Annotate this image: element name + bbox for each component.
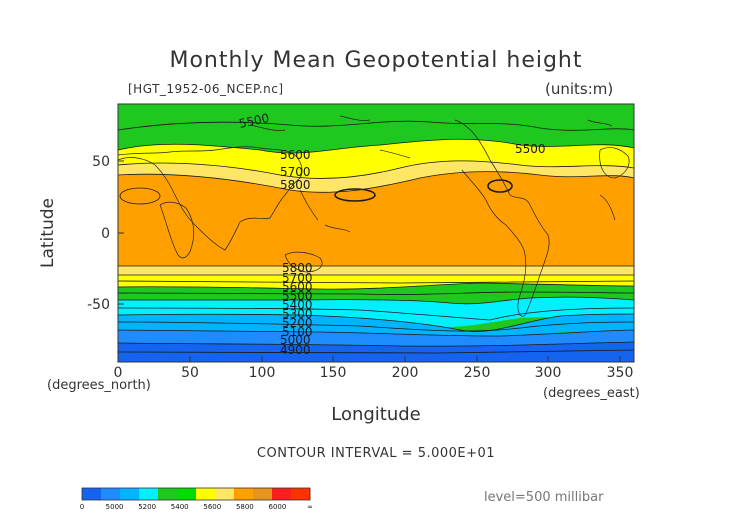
colorbar: 0 5000 5200 5400 5600 5800 6000 ∞ xyxy=(80,487,313,511)
colorbar-frame xyxy=(81,487,311,501)
contour-interval-label: CONTOUR INTERVAL = 5.000E+01 xyxy=(256,446,496,461)
band-mid-blue xyxy=(118,330,634,346)
colorbar-cell xyxy=(291,488,311,500)
y-tick-label: -50 xyxy=(87,297,110,313)
band-deep-blue xyxy=(118,342,634,362)
colorbar-label: 5200 xyxy=(138,503,156,511)
contour-label: 5700 xyxy=(282,271,313,285)
x-axis-label: Longitude xyxy=(331,404,421,425)
contour-label: 5600 xyxy=(282,280,313,294)
x-axis-unit-label: (degrees_east) xyxy=(543,386,640,401)
x-tick-label: 350 xyxy=(607,365,634,381)
file-label: [HGT_1952-06_NCEP.nc] xyxy=(128,82,284,96)
y-tick-label: 50 xyxy=(92,154,110,170)
contour-label: 5500 xyxy=(282,289,313,303)
plot-area: 5500 5600 5700 5800 5500 5800 5700 5600 … xyxy=(117,103,635,363)
colorbar-label: 5400 xyxy=(171,503,189,511)
coastlines xyxy=(118,115,630,317)
band-green-south xyxy=(118,283,634,304)
colorbar-cell xyxy=(253,488,273,500)
page-title: Monthly Mean Geopotential height xyxy=(169,48,583,73)
contour-label: 4900 xyxy=(280,343,311,357)
colorbar-cell xyxy=(158,488,178,500)
colorbar-label: ∞ xyxy=(307,503,313,511)
colorbar-cell xyxy=(120,488,140,500)
x-tick-label: 150 xyxy=(320,365,347,381)
colorbar-cell xyxy=(272,488,292,500)
contour-label: 5700 xyxy=(280,165,311,179)
colorbar-cell xyxy=(215,488,235,500)
colorbar-label: 6000 xyxy=(269,503,287,511)
colorbar-cell xyxy=(177,488,197,500)
contour-label: 5300 xyxy=(282,307,313,321)
colorbar-cells xyxy=(82,488,311,500)
band-cyan xyxy=(118,297,634,328)
contour-label: 5200 xyxy=(282,316,313,330)
colorbar-label: 5600 xyxy=(203,503,221,511)
y-axis-ticks xyxy=(118,160,124,305)
colorbar-label: 5800 xyxy=(236,503,254,511)
contour-lines xyxy=(118,120,634,354)
y-axis-tick-labels: 50 0 -50 xyxy=(87,154,110,313)
y-tick-label: 0 xyxy=(101,226,110,242)
x-tick-label: 300 xyxy=(535,365,562,381)
x-axis-tick-labels: 0 50 100 150 200 250 300 350 xyxy=(114,365,634,381)
contour-label: 5000 xyxy=(280,333,311,347)
band-orange-tropics xyxy=(118,171,634,268)
colorbar-labels: 0 5000 5200 5400 5600 5800 6000 ∞ xyxy=(80,503,313,511)
colorbar-cell xyxy=(139,488,159,500)
units-label: (units:m) xyxy=(545,80,614,98)
x-tick-label: 50 xyxy=(181,365,199,381)
colorbar-label: 5000 xyxy=(106,503,124,511)
band-lightblue xyxy=(118,314,634,339)
contour-label: 5800 xyxy=(282,261,313,275)
colorbar-label: 0 xyxy=(80,503,84,511)
x-tick-label: 100 xyxy=(249,365,276,381)
x-axis-ticks xyxy=(117,356,621,362)
colorbar-cell xyxy=(234,488,254,500)
colorbar-cell xyxy=(82,488,102,500)
contour-label: 5800 xyxy=(280,178,311,192)
contour-label: 5500 xyxy=(515,142,546,156)
y-axis-unit-label: (degrees_north) xyxy=(47,378,151,393)
y-axis-label: Latitude xyxy=(38,198,58,268)
x-tick-label: 250 xyxy=(464,365,491,381)
contour-label: 5500 xyxy=(238,111,271,131)
contour-label: 5100 xyxy=(282,325,313,339)
contour-label: 5600 xyxy=(280,148,311,162)
x-tick-label: 200 xyxy=(392,365,419,381)
level-label: level=500 millibar xyxy=(484,490,604,505)
contour-label-group: 5500 5600 5700 5800 5500 5800 5700 5600 … xyxy=(238,111,546,357)
colorbar-cell xyxy=(101,488,121,500)
x-tick-label: 0 xyxy=(114,365,123,381)
colorbar-cell xyxy=(196,488,216,500)
band-lightyellow-south xyxy=(118,266,634,275)
contour-label: 5400 xyxy=(282,298,313,312)
